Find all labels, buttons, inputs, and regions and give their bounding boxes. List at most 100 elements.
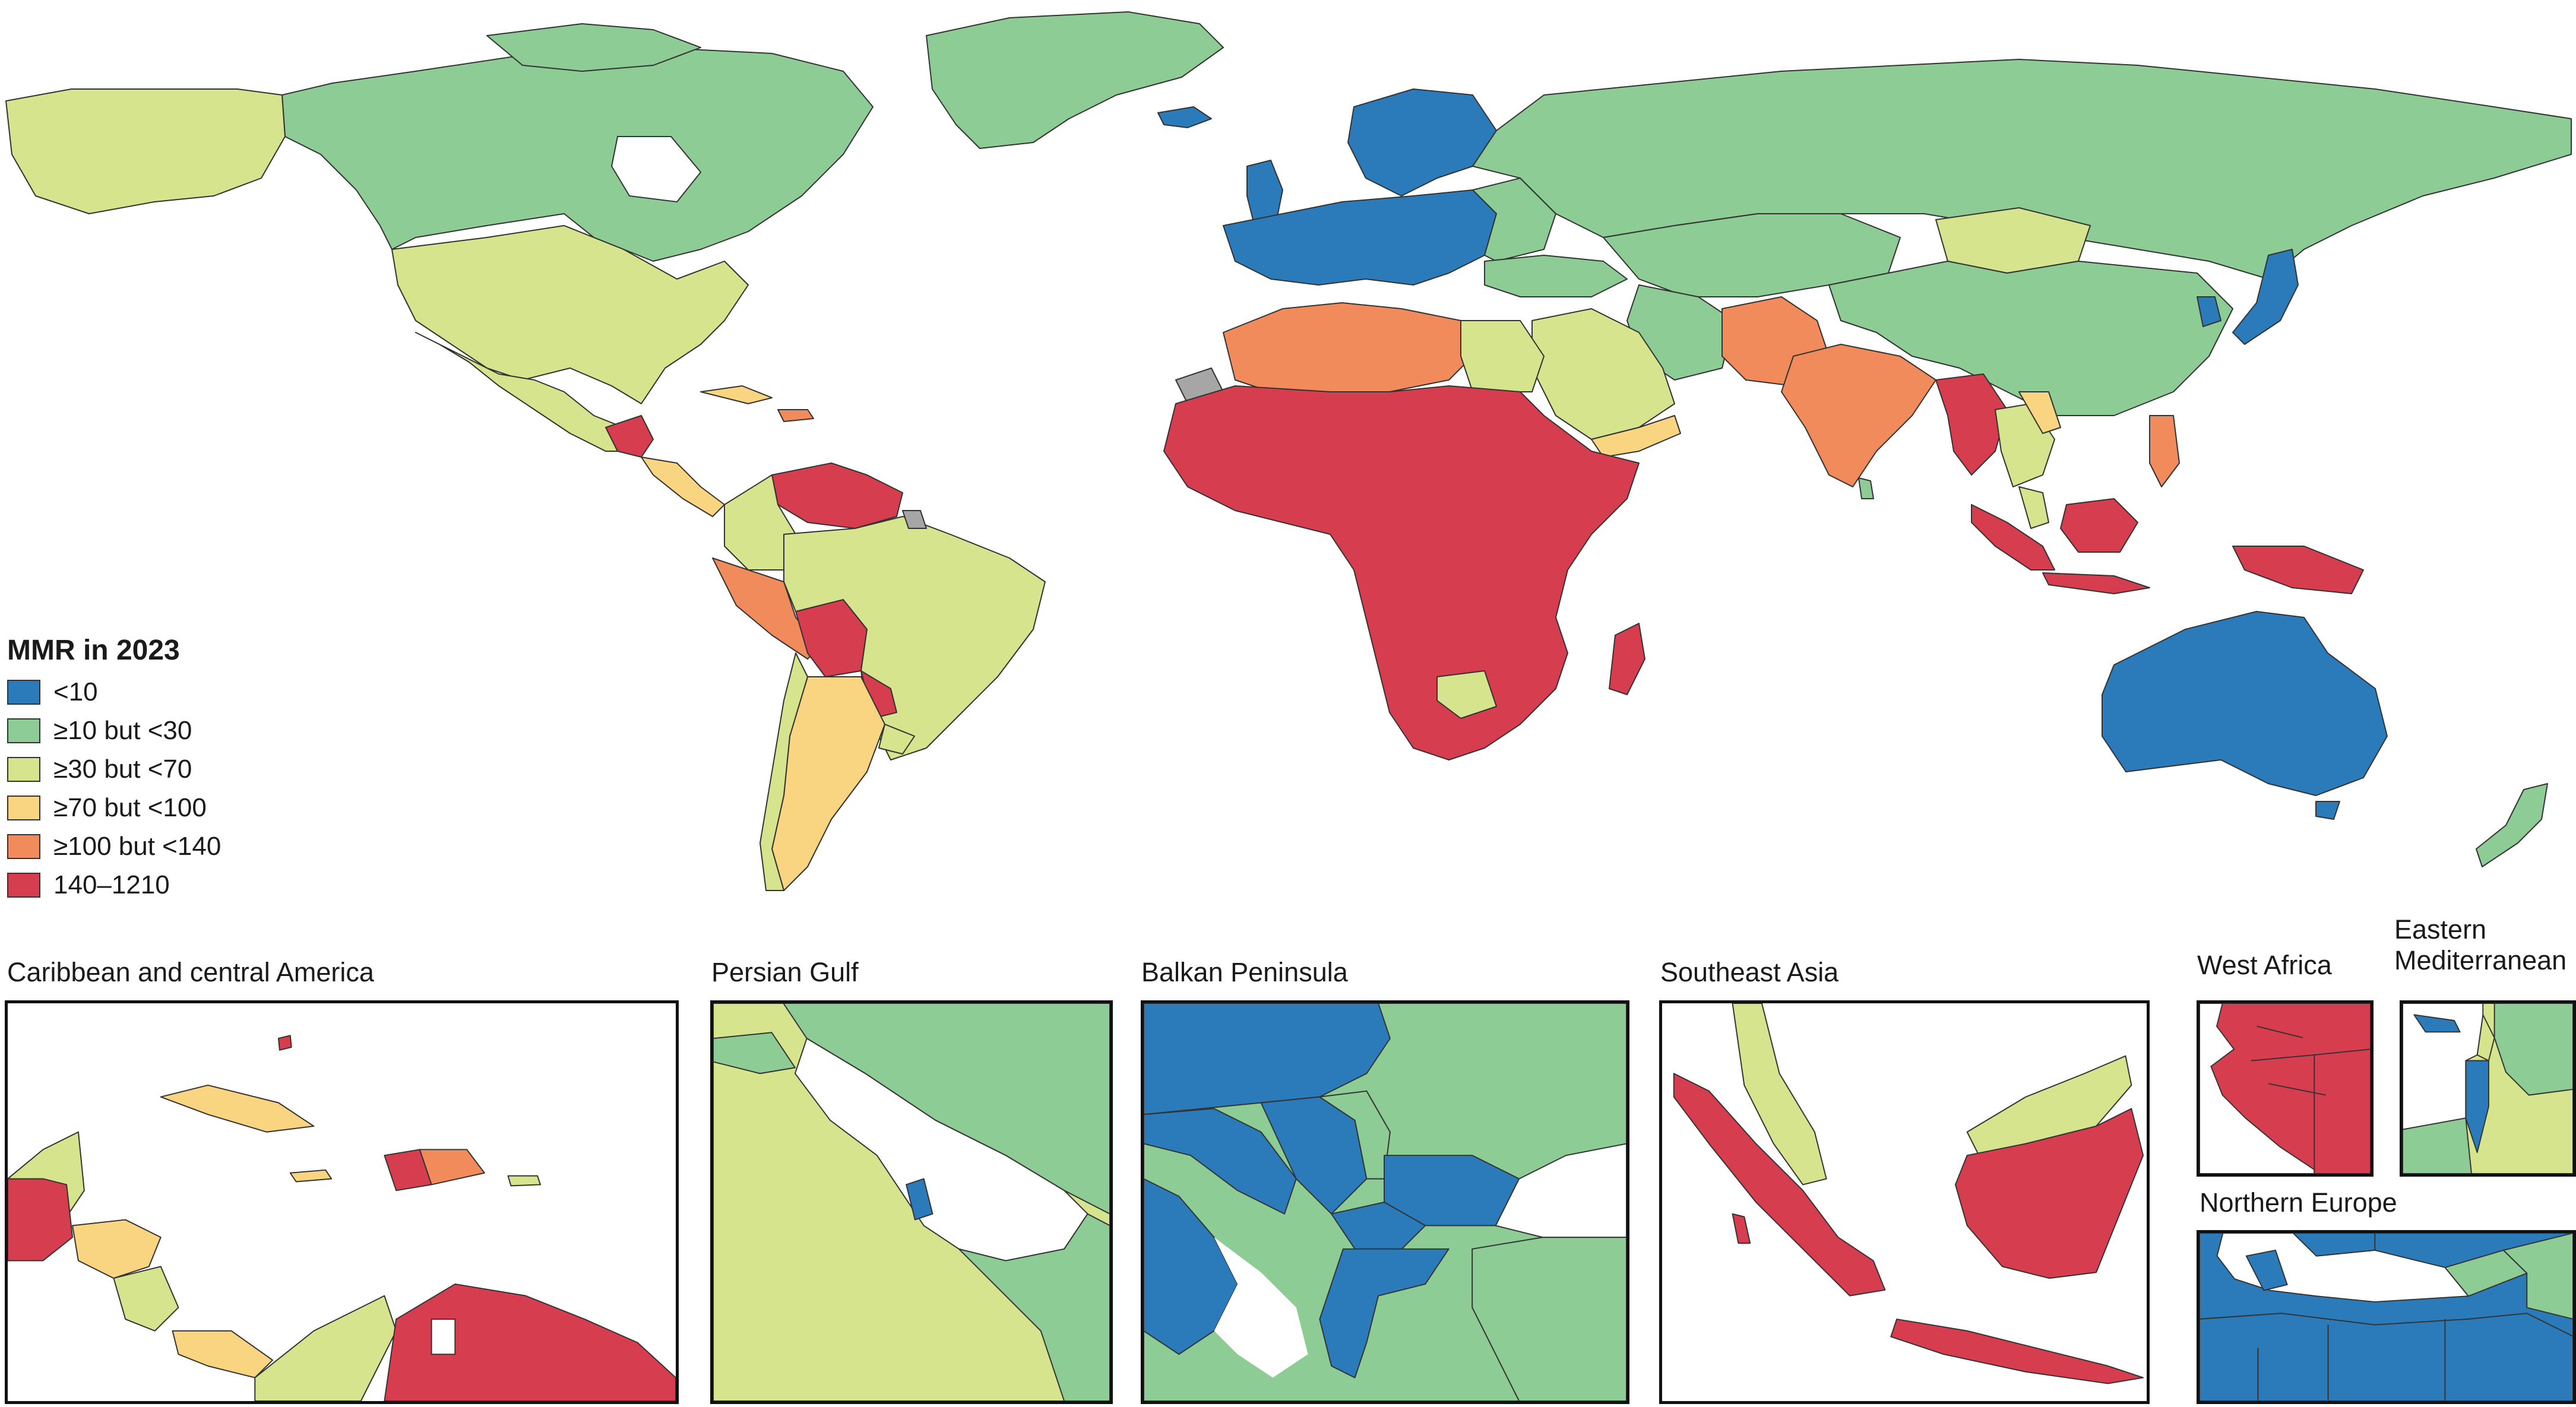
- legend-item: ≥70 but <100: [7, 788, 221, 827]
- inset-region-macedonia-albania: [1331, 1202, 1426, 1250]
- region-png: [2232, 546, 2364, 594]
- inset-region-uae-oman: [958, 1213, 1110, 1401]
- inset-eastern-med: [2400, 1000, 2576, 1177]
- region-tasmania: [2315, 801, 2340, 820]
- legend-label: ≥70 but <100: [53, 793, 207, 822]
- region-alaska: [5, 88, 286, 214]
- legend-label: <10: [53, 677, 98, 706]
- region-greenland: [926, 11, 1224, 149]
- region-philippines: [2149, 415, 2180, 487]
- inset-region-puerto-rico: [507, 1175, 542, 1187]
- region-indonesia-borneo: [2060, 498, 2138, 553]
- inset-title-northern-europe: Northern Europe: [2200, 1187, 2397, 1218]
- region-china: [1828, 261, 2233, 416]
- legend-label: ≥30 but <70: [53, 754, 192, 784]
- legend-swatch: [7, 795, 40, 820]
- legend-item: ≥10 but <30: [7, 711, 221, 750]
- legend-item: <10: [7, 673, 221, 711]
- region-myanmar: [1935, 373, 2008, 476]
- inset-region-dominican-republic: [419, 1149, 485, 1186]
- region-arabian-peninsula: [1531, 308, 1675, 440]
- inset-west-africa: [2197, 1000, 2374, 1177]
- inset-northern-europe: [2197, 1230, 2576, 1404]
- inset-title-persian-gulf: Persian Gulf: [711, 957, 859, 987]
- region-madagascar: [1609, 623, 1645, 695]
- region-indonesia: [1971, 504, 2055, 571]
- region-hispaniola: [777, 409, 814, 422]
- inset-southeast-asia: [1659, 1000, 2150, 1404]
- inset-region-cyprus: [2413, 1014, 2461, 1033]
- legend-swatch: [7, 872, 40, 898]
- region-western-europe: [1223, 189, 1497, 286]
- legend-item: ≥30 but <70: [7, 750, 221, 788]
- inset-region-nicaragua: [113, 1266, 179, 1332]
- legend-label: 140–1210: [53, 870, 170, 899]
- inset-region-croatia-slovenia: [1144, 1108, 1297, 1215]
- region-cuba: [700, 385, 773, 404]
- inset-region-greece: [1319, 1248, 1450, 1379]
- region-laos: [2018, 391, 2061, 434]
- inset-region-qatar: [906, 1178, 933, 1221]
- inset-region-colombia: [254, 1295, 397, 1401]
- inset-caribbean: [5, 1000, 679, 1404]
- legend-swatch: [7, 679, 40, 705]
- inset-title-west-africa: West Africa: [2197, 950, 2332, 980]
- inset-region-sumatra: [1673, 1073, 1886, 1297]
- inset-region-egypt-sinai: [2403, 1117, 2472, 1174]
- inset-region-sweden-south: [2292, 1233, 2376, 1257]
- legend-swatch: [7, 756, 40, 782]
- inset-title-balkan: Balkan Peninsula: [1141, 957, 1348, 987]
- inset-region-kuwait: [713, 1032, 796, 1075]
- legend-swatch: [7, 718, 40, 743]
- inset-persian-gulf: [710, 1000, 1113, 1404]
- inset-region-bahamas: [277, 1035, 292, 1051]
- region-new-zealand: [2476, 783, 2548, 867]
- legend-label: ≥10 but <30: [53, 715, 192, 745]
- inset-balkan: [1141, 1000, 1629, 1404]
- region-sub-saharan-africa: [1163, 385, 1640, 760]
- inset-region-java: [1890, 1319, 2144, 1384]
- region-malaysia: [2018, 486, 2049, 529]
- region-central-america: [605, 415, 654, 458]
- world-map: [5, 11, 2572, 891]
- inset-region-panama: [172, 1330, 274, 1379]
- region-usa: [391, 225, 749, 404]
- inset-region-italy: [1144, 1178, 1239, 1355]
- inset-region-borneo: [1954, 1108, 2144, 1279]
- region-uruguay: [878, 724, 915, 755]
- region-india: [1781, 344, 1936, 487]
- map-legend: MMR in 2023 <10 ≥10 but <30 ≥30 but <70 …: [7, 634, 221, 904]
- legend-label: ≥100 but <140: [53, 831, 221, 861]
- region-egypt: [1460, 320, 1545, 392]
- inset-title-caribbean: Caribbean and central America: [7, 957, 374, 987]
- inset-title-eastern-med: Eastern Mediterranean: [2394, 914, 2567, 975]
- region-canada: [281, 47, 874, 262]
- region-uk: [1246, 160, 1283, 220]
- region-french-guiana: [902, 510, 927, 529]
- region-australia: [2102, 611, 2388, 796]
- region-iceland: [1157, 106, 1212, 128]
- region-korea: [2197, 296, 2221, 327]
- legend-item: 140–1210: [7, 866, 221, 904]
- region-japan: [2232, 249, 2299, 345]
- region-scandinavia: [1347, 88, 1497, 197]
- inset-region-russia-west: [2502, 1233, 2573, 1320]
- region-brazil: [783, 516, 1046, 760]
- region-venezuela: [771, 462, 903, 529]
- legend-item: ≥100 but <140: [7, 827, 221, 866]
- inset-region-malay-peninsula: [1732, 1003, 1827, 1186]
- region-sri-lanka: [1858, 477, 1874, 499]
- inset-title-southeast-asia: Southeast Asia: [1660, 957, 1839, 987]
- region-botswana: [1436, 670, 1497, 719]
- inset-region-denmark: [2245, 1250, 2288, 1291]
- inset-region-jamaica: [289, 1169, 333, 1183]
- inset-region-sumatra-islands: [1732, 1213, 1751, 1244]
- region-central-america-south: [641, 457, 725, 517]
- region-indonesia-java: [2042, 572, 2150, 594]
- legend-title: MMR in 2023: [7, 635, 180, 666]
- region-turkey: [1484, 255, 1628, 297]
- inset-region-cuba: [160, 1084, 315, 1133]
- inset-region-venezuela: [384, 1283, 676, 1401]
- region-arctic-islands: [486, 23, 701, 72]
- inset-region-honduras: [72, 1219, 162, 1279]
